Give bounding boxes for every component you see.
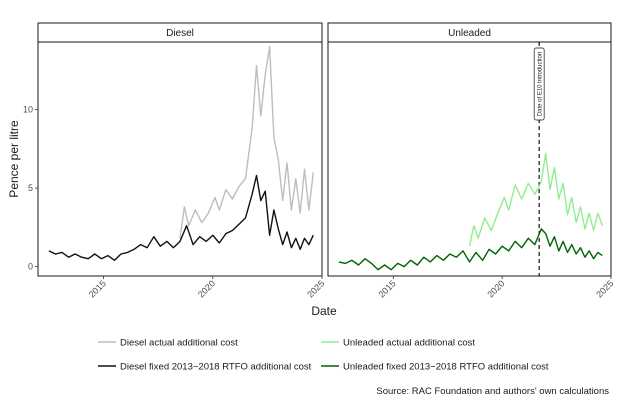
panel-unleaded: Date of E10 introduction	[338, 42, 603, 276]
legend-label: Unleaded fixed 2013−2018 RTFO additional…	[343, 362, 549, 373]
x-tick-label: 2015	[376, 278, 397, 299]
series-line-1-0	[468, 152, 603, 247]
x-tick-label: 2025	[594, 278, 615, 299]
strip-title-diesel: Diesel	[166, 28, 194, 39]
x-tick-label: 2025	[305, 278, 326, 299]
legend-item-diesel-fixed: Diesel fixed 2013−2018 RTFO additional c…	[98, 362, 312, 373]
legend-label: Unleaded actual additional cost	[343, 338, 475, 349]
legend: Diesel actual additional cost Diesel fix…	[98, 338, 549, 373]
axis-ticks: 2015 2020 2025 0 5 10 2015 2020 2025	[23, 105, 615, 300]
y-tick-label: 5	[28, 183, 33, 193]
annotation-label: Date of E10 introduction	[533, 47, 545, 121]
panel-frame-unleaded	[327, 41, 612, 277]
y-tick-label: 10	[23, 105, 33, 115]
x-axis-title: Date	[311, 304, 337, 318]
source-caption: Source: RAC Foundation and authors' own …	[376, 386, 609, 397]
y-tick-label: 0	[28, 262, 33, 272]
panel-diesel	[48, 46, 314, 261]
legend-label: Diesel actual additional cost	[120, 338, 238, 349]
annotation-text: Date of E10 introduction	[537, 52, 543, 116]
x-tick-label: 2020	[196, 278, 217, 299]
legend-item-unleaded-actual: Unleaded actual additional cost	[321, 338, 475, 349]
series-line-0-1	[48, 174, 314, 261]
legend-label: Diesel fixed 2013−2018 RTFO additional c…	[120, 362, 312, 373]
strip-diesel: Diesel	[37, 22, 323, 43]
strip-unleaded: Unleaded	[327, 22, 612, 43]
legend-item-diesel-actual: Diesel actual additional cost	[98, 338, 238, 349]
y-axis-title: Pence per litre	[7, 120, 21, 198]
series-line-1-1	[338, 228, 603, 271]
x-tick-label: 2020	[485, 278, 506, 299]
x-tick-label: 2015	[87, 278, 108, 299]
panel-frame-diesel	[37, 41, 323, 277]
strip-title-unleaded: Unleaded	[448, 28, 491, 39]
series-line-0-0	[179, 46, 314, 239]
legend-item-unleaded-fixed: Unleaded fixed 2013−2018 RTFO additional…	[321, 362, 549, 373]
